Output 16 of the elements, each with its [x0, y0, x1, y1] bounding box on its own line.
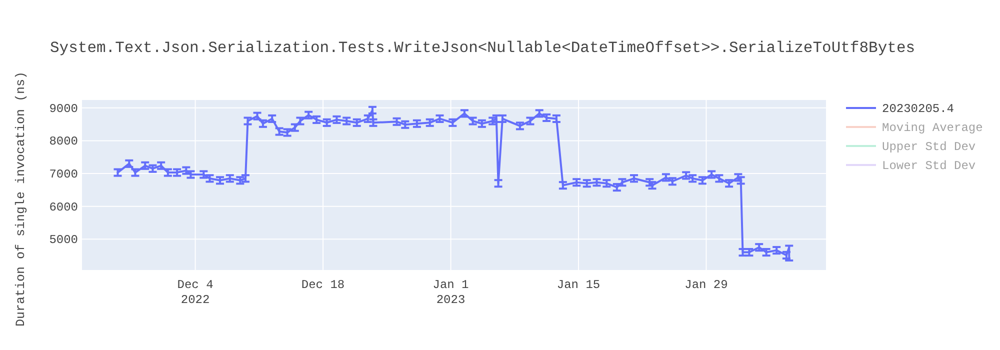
x-tick-label: Jan 29: [684, 278, 728, 292]
legend-label: 20230205.4: [882, 102, 954, 116]
legend-label: Lower Std Dev: [882, 159, 976, 173]
x-tick-label: Dec 4 2022: [177, 278, 214, 307]
x-tick-label: Jan 1 2023: [432, 278, 469, 307]
y-tick-label: 5000: [49, 233, 78, 248]
y-tick-label: 7000: [49, 168, 78, 182]
y-tick-label: 9000: [49, 102, 78, 116]
x-tick-label: Dec 18: [301, 278, 345, 292]
y-tick-label: 8000: [49, 134, 78, 149]
y-tick-label: 6000: [49, 200, 78, 214]
chart-title: System.Text.Json.Serialization.Tests.WriteJson<Nullable<DateTimeOffset>>.SerializeToUtf8Bytes: [50, 39, 916, 57]
x-tick-label: Jan 15: [556, 278, 600, 292]
y-axis-title: Duration of single invocation (ns): [14, 71, 28, 327]
legend-label: Upper Std Dev: [882, 140, 976, 154]
legend-label: Moving Average: [882, 121, 983, 135]
